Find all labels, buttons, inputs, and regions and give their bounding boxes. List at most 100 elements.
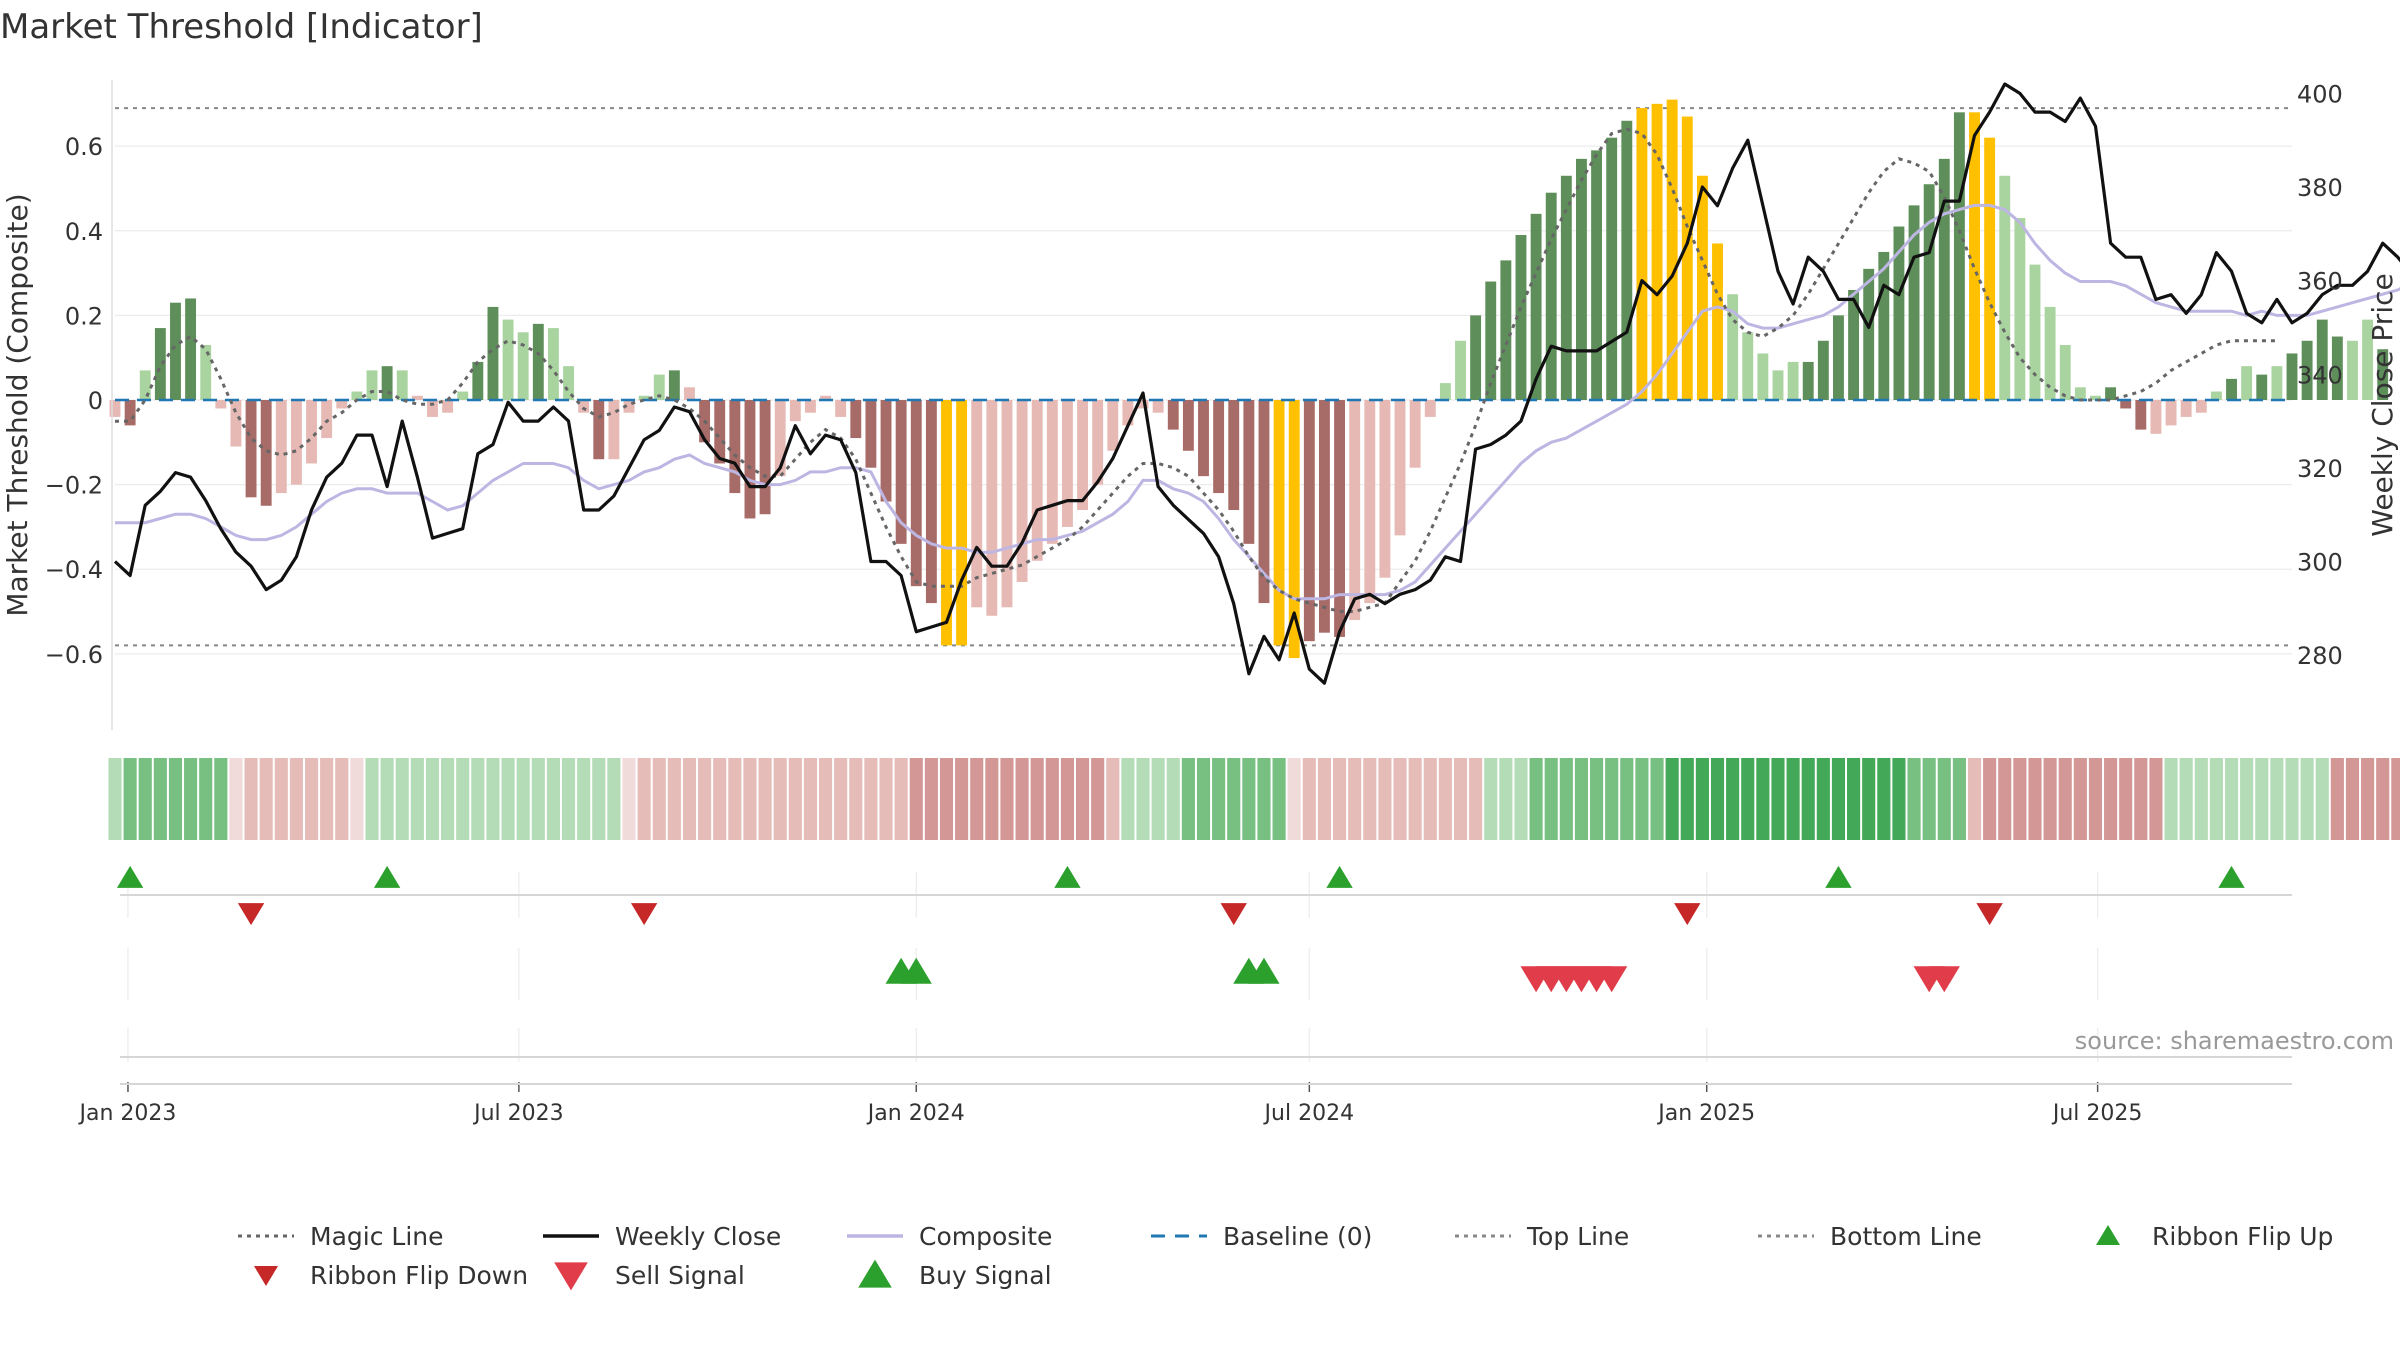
- ribbon-cell: [909, 758, 923, 840]
- composite-bar: [2256, 374, 2268, 400]
- ribbon-cell: [1121, 758, 1135, 840]
- ribbon-cell: [1801, 758, 1815, 840]
- y-tick-label-right: 360: [2297, 268, 2343, 296]
- composite-line: [115, 203, 2400, 601]
- ribbon-cell: [1242, 758, 1256, 840]
- composite-bar: [1984, 137, 1996, 400]
- legend-item: Magic Line: [238, 1222, 444, 1251]
- ribbon-flip-up-marker: [116, 865, 144, 888]
- composite-bar: [200, 345, 212, 400]
- ribbon-cell: [456, 758, 470, 840]
- ribbon-cell: [864, 758, 878, 840]
- legend-label: Magic Line: [310, 1222, 444, 1251]
- legend-label: Buy Signal: [919, 1261, 1052, 1290]
- ribbon-cell: [577, 758, 591, 840]
- legend-label: Weekly Close: [615, 1222, 781, 1251]
- composite-bar: [1167, 400, 1179, 430]
- ribbon-cell: [410, 758, 424, 840]
- composite-bar: [1061, 400, 1073, 527]
- ribbon-cell: [1726, 758, 1740, 840]
- composite-bar: [2226, 378, 2237, 400]
- composite-bar: [1107, 400, 1119, 451]
- chart-title: Market Threshold [Indicator]: [0, 7, 483, 47]
- composite-bar: [789, 400, 801, 422]
- ribbon-flip-down-marker: [237, 903, 265, 926]
- y-tick-label-left: 0.4: [65, 218, 103, 246]
- ribbon-flip-down-marker: [630, 903, 658, 926]
- ribbon-cell: [1514, 758, 1528, 840]
- ribbon-cell: [2376, 758, 2390, 840]
- composite-bar: [1424, 400, 1436, 417]
- legend-label: Ribbon Flip Up: [2152, 1222, 2333, 1251]
- ribbon-cell: [1529, 758, 1543, 840]
- composite-bar: [275, 400, 287, 494]
- composite-bar: [1485, 281, 1497, 400]
- composite-bar: [381, 366, 393, 400]
- composite-bar: [2316, 319, 2328, 400]
- composite-bar: [835, 400, 847, 417]
- ribbon-cell: [546, 758, 560, 840]
- ribbon-cell: [637, 758, 651, 840]
- source-label: source: sharemaestro.com: [2075, 1027, 2394, 1055]
- composite-bar: [1364, 400, 1376, 604]
- composite-bar: [336, 400, 348, 409]
- composite-bar: [1696, 175, 1708, 400]
- ribbon-cell: [501, 758, 515, 840]
- ribbon-cell: [2300, 758, 2314, 840]
- ribbon-cell: [2119, 758, 2133, 840]
- ribbon-cell: [2134, 758, 2148, 840]
- composite-bar: [623, 400, 635, 413]
- composite-bar: [1288, 400, 1300, 659]
- ribbon-cell: [728, 758, 742, 840]
- composite-bar: [124, 400, 136, 426]
- ribbon-cell: [652, 758, 666, 840]
- composite-bar: [1969, 112, 1980, 401]
- ribbon-cell: [380, 758, 394, 840]
- ribbon-cell: [1907, 758, 1921, 840]
- ribbon-cell: [1756, 758, 1770, 840]
- ribbon-flip-up-marker: [1054, 865, 1081, 888]
- ribbon-cell: [1710, 758, 1725, 840]
- ribbon-cell: [1423, 758, 1437, 840]
- ribbon-cell: [1967, 758, 1982, 840]
- ribbon-cell: [818, 758, 833, 840]
- ribbon-cell: [2043, 758, 2057, 840]
- ribbon-flip-up-marker: [1326, 865, 1353, 888]
- composite-bar: [1258, 400, 1270, 604]
- ribbon-cell: [350, 758, 364, 840]
- ribbon-cell: [1287, 758, 1301, 840]
- ribbon-cell: [168, 758, 183, 840]
- composite-bar: [1077, 400, 1088, 510]
- composite-bar: [2347, 340, 2358, 400]
- composite-bar: [139, 370, 151, 400]
- ribbon-cell: [184, 758, 198, 840]
- ribbon-cell: [985, 758, 999, 840]
- ribbon-cell: [1091, 758, 1105, 840]
- ribbon-cell: [1045, 758, 1059, 840]
- ribbon-cell: [1408, 758, 1422, 840]
- ribbon-cell: [2209, 758, 2223, 840]
- composite-bar: [1817, 340, 1829, 400]
- ribbon-cell: [2164, 758, 2178, 840]
- composite-bar: [1500, 260, 1512, 400]
- composite-bar: [2105, 387, 2117, 400]
- ribbon-cell: [2330, 758, 2344, 840]
- composite-bar: [487, 306, 499, 400]
- legend-item: Top Line: [1455, 1222, 1629, 1251]
- ribbon-cell: [1862, 758, 1876, 840]
- composite-bar: [2014, 218, 2026, 400]
- ribbon-cell: [1378, 758, 1392, 840]
- composite-bar: [1394, 400, 1406, 536]
- ribbon-cell: [2088, 758, 2103, 840]
- ribbon-cell: [365, 758, 379, 840]
- composite-bar: [941, 400, 952, 646]
- composite-bar: [154, 328, 166, 400]
- ribbon-cell: [849, 758, 863, 840]
- composite-bar: [2120, 400, 2132, 409]
- ribbon-cell: [229, 758, 243, 840]
- ribbon-cell: [1559, 758, 1573, 840]
- ribbon-cell: [320, 758, 334, 840]
- composite-bar: [1591, 150, 1603, 400]
- composite-bar: [2286, 353, 2298, 400]
- legend-label: Top Line: [1526, 1222, 1629, 1251]
